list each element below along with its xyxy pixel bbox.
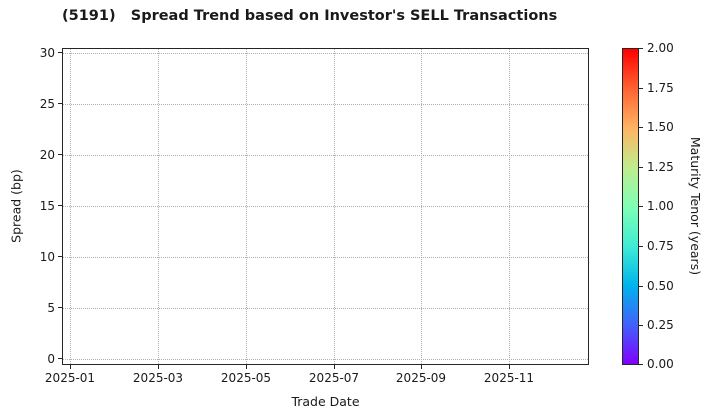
colorbar-tick-label: 1.75: [647, 81, 674, 95]
y-tick-mark: [58, 307, 62, 308]
x-tick-mark: [158, 365, 159, 369]
h-gridline-25: [63, 103, 588, 105]
colorbar-tick-mark: [639, 88, 643, 89]
colorbar-tick-mark: [639, 127, 643, 128]
colorbar-tick-mark: [639, 167, 643, 168]
h-gridline-30: [63, 52, 588, 54]
x-tick-mark: [246, 365, 247, 369]
y-axis-tick-label: 25: [39, 96, 55, 111]
colorbar-tick-mark: [639, 325, 643, 326]
colorbar-tick-label: 2.00: [647, 41, 674, 55]
colorbar: [622, 48, 639, 365]
v-gridline-2025-09: [421, 49, 422, 364]
y-axis-label: Spread (bp): [8, 169, 24, 243]
x-axis-tick-label: 2025-09: [395, 371, 447, 385]
y-tick-mark: [58, 154, 62, 155]
y-tick-mark: [58, 103, 62, 104]
x-axis-tick-label: 2025-01: [44, 371, 96, 385]
x-tick-mark: [334, 365, 335, 369]
colorbar-tick-mark: [639, 286, 643, 287]
x-tick-mark: [509, 365, 510, 369]
y-axis-tick-label: 15: [39, 198, 55, 213]
y-axis-tick-label: 30: [39, 45, 55, 60]
x-tick-mark: [70, 365, 71, 369]
colorbar-gradient: [623, 49, 638, 364]
chart-title: (5191) Spread Trend based on Investor's …: [62, 8, 558, 24]
y-tick-mark: [58, 52, 62, 53]
v-gridline-2025-01: [70, 49, 71, 364]
y-axis-tick-label: 10: [39, 249, 55, 264]
h-gridline-10: [63, 256, 588, 258]
y-axis-tick-label: 0: [47, 351, 55, 366]
colorbar-tick-label: 1.50: [647, 120, 674, 134]
v-gridline-2025-11: [509, 49, 510, 364]
v-gridline-2025-05: [246, 49, 247, 364]
colorbar-tick-label: 0.00: [647, 357, 674, 371]
colorbar-label: Maturity Tenor (years): [688, 136, 703, 276]
h-gridline-15: [63, 205, 588, 207]
y-tick-mark: [58, 358, 62, 359]
colorbar-tick-label: 0.25: [647, 318, 674, 332]
x-axis-label: Trade Date: [291, 394, 360, 409]
colorbar-tick-label: 1.00: [647, 199, 674, 213]
colorbar-tick-mark: [639, 364, 643, 365]
x-axis-tick-label: 2025-07: [308, 371, 360, 385]
colorbar-tick-label: 0.50: [647, 279, 674, 293]
x-tick-mark: [421, 365, 422, 369]
y-axis-tick-label: 20: [39, 147, 55, 162]
h-gridline-20: [63, 154, 588, 156]
y-axis-tick-label: 5: [47, 300, 55, 315]
colorbar-tick-label: 1.25: [647, 160, 674, 174]
colorbar-tick-mark: [639, 206, 643, 207]
x-axis-tick-label: 2025-11: [483, 371, 535, 385]
colorbar-tick-mark: [639, 48, 643, 49]
v-gridline-2025-07: [334, 49, 335, 364]
colorbar-tick-mark: [639, 246, 643, 247]
colorbar-tick-label: 0.75: [647, 239, 674, 253]
plot-area: [62, 48, 589, 365]
y-tick-mark: [58, 205, 62, 206]
v-gridline-2025-03: [158, 49, 159, 364]
y-tick-mark: [58, 256, 62, 257]
h-gridline-0: [63, 358, 588, 360]
h-gridline-5: [63, 307, 588, 309]
x-axis-tick-label: 2025-05: [220, 371, 272, 385]
x-axis-tick-label: 2025-03: [132, 371, 184, 385]
